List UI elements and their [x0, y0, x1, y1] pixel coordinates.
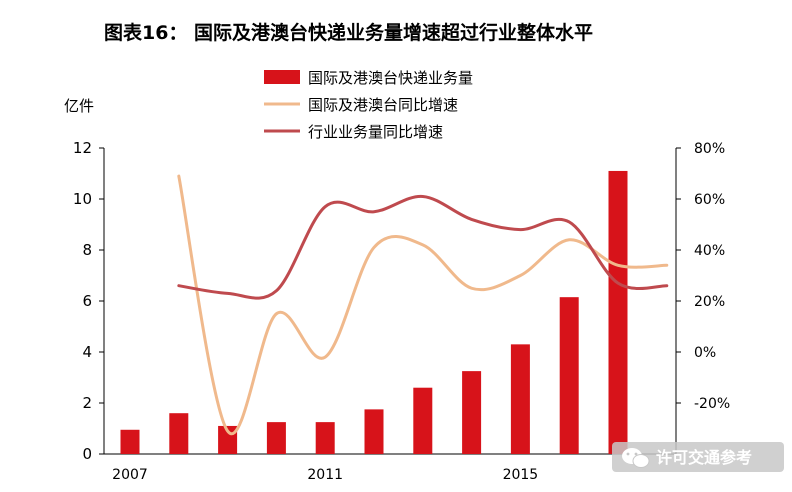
bar-2007	[120, 429, 140, 454]
left-tick-label: 2	[82, 394, 92, 412]
bar-2014	[462, 371, 482, 454]
legend: 国际及港澳台快递业务量 国际及港澳台同比增速 行业业务量同比增速	[264, 69, 473, 141]
right-tick-label: 40%	[694, 243, 725, 259]
left-tick-label: 10	[73, 190, 92, 208]
bar-2015	[510, 344, 530, 454]
x-tick-label: 2011	[307, 467, 343, 483]
x-axis-ticks: 2007 2011 2015	[112, 467, 538, 483]
right-tick-label: 20%	[694, 294, 725, 310]
watermark: 许可交通参考	[612, 442, 784, 472]
left-tick-label: 0	[82, 445, 92, 463]
left-axis-ticks: 0 2 4 6 8 10 12	[73, 139, 104, 463]
legend-label-industry-growth: 行业业务量同比增速	[308, 123, 443, 141]
right-tick-label: 0%	[694, 345, 716, 361]
line-intl-growth	[177, 174, 669, 436]
legend-label-bar: 国际及港澳台快递业务量	[308, 69, 473, 87]
bar-2012	[364, 409, 384, 454]
x-tick-label: 2007	[112, 467, 148, 483]
bar-2016	[559, 297, 579, 454]
bar-2017	[608, 170, 628, 454]
bar-series	[120, 170, 628, 454]
right-axis-ticks: -20% 0% 20% 40% 60% 80%	[676, 141, 730, 412]
legend-label-intl-growth: 国际及港澳台同比增速	[308, 96, 458, 114]
left-tick-label: 4	[82, 343, 92, 361]
left-tick-label: 6	[82, 292, 92, 310]
left-tick-label: 12	[73, 139, 92, 157]
bar-2008	[169, 413, 189, 454]
right-tick-label: 80%	[694, 141, 725, 157]
watermark-text: 许可交通参考	[656, 448, 752, 467]
chart-title: 图表16： 国际及港澳台快递业务量增速超过行业整体水平	[104, 21, 593, 44]
left-tick-label: 8	[82, 241, 92, 259]
line-series	[177, 174, 669, 436]
x-tick-label: 2015	[503, 467, 539, 483]
line-industry-growth	[177, 194, 669, 300]
bar-2013	[413, 387, 433, 454]
bar-2010	[266, 422, 286, 454]
bar-2011	[315, 422, 335, 454]
right-tick-label: 60%	[694, 192, 725, 208]
right-tick-label: -20%	[694, 396, 730, 412]
left-axis-unit: 亿件	[64, 97, 94, 115]
wechat-icon	[622, 448, 650, 468]
legend-swatch-bar	[264, 70, 300, 84]
watermark-background	[612, 442, 784, 472]
